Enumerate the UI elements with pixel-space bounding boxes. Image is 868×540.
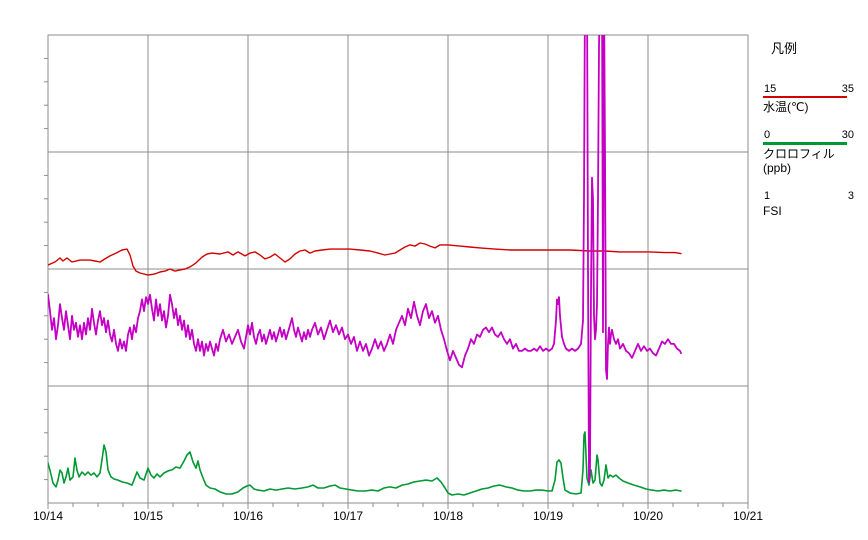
legend-range-min: 15 [764,83,777,95]
legend-range-min: 0 [764,129,771,141]
legend-line-swatch-water-temp [763,96,847,98]
x-axis-label: 10/15 [133,509,163,523]
legend-series-name: 水温(℃) [763,100,809,114]
series-chlorophyll-line [48,431,682,496]
legend-range-max: 35 [841,83,854,95]
legend-title: 凡例 [771,41,798,56]
x-axis-label: 10/16 [233,509,263,523]
legend-range: 15 35 [763,83,855,95]
legend-range-max: 3 [847,190,854,202]
legend-series-name: クロロフィル(ppb) [763,147,835,175]
legend-panel: 凡例 15 35 水温(℃) 0 30 クロロフィル(ppb) 1 3 FSI [763,38,855,233]
legend-entry-chlorophyll: 0 30 クロロフィル(ppb) [763,129,855,175]
series-water-temp-line [48,242,682,276]
legend-range: 1 3 [763,190,855,202]
legend-range-min: 1 [764,190,771,202]
series-fsi-line [48,35,682,483]
x-axis-label: 10/18 [433,509,463,523]
legend-entry-fsi: 1 3 FSI [763,190,855,218]
legend-line-swatch-chlorophyll [763,142,847,145]
plot-border [47,34,749,504]
legend-range-max: 30 [841,129,854,141]
x-axis-label: 10/17 [333,509,363,523]
legend-entry-water-temp: 15 35 水温(℃) [763,83,855,114]
legend-series-name: FSI [763,204,782,218]
legend-range: 0 30 [763,129,855,141]
x-axis-label: 10/19 [533,509,563,523]
x-axis-label: 10/20 [633,509,663,523]
x-axis-label: 10/21 [733,509,763,523]
x-axis-label: 10/14 [33,509,63,523]
